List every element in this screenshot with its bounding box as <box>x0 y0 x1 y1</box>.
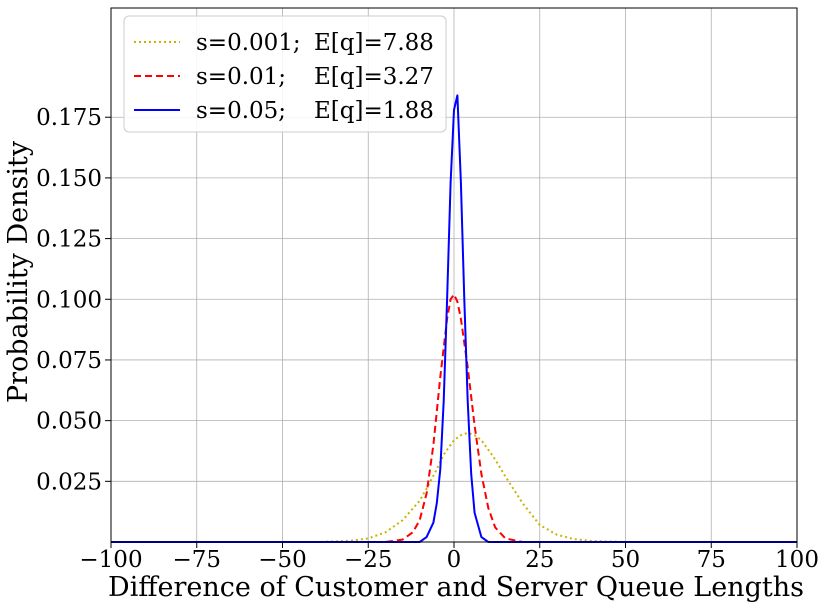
y-axis-label: Probability Density <box>3 140 34 403</box>
x-tick-label: −50 <box>258 547 307 573</box>
series-line-3 <box>111 94 797 543</box>
legend-value-3: E[q]=1.88 <box>314 98 434 124</box>
y-tick-label: 0.100 <box>36 287 102 313</box>
legend-box <box>123 15 447 133</box>
y-tick-label: 0.175 <box>36 105 102 131</box>
series-line-2 <box>111 293 797 543</box>
y-tick-label: 0.150 <box>36 166 102 192</box>
grid-lines <box>110 8 798 542</box>
x-tick-label: 25 <box>525 547 554 573</box>
x-tick-label: −25 <box>344 547 393 573</box>
x-axis-label: Difference of Customer and Server Queue … <box>108 572 804 603</box>
x-tick-label: −75 <box>172 547 221 573</box>
legend-value-1: E[q]=7.88 <box>314 30 434 56</box>
y-tick-label: 0.050 <box>36 409 102 435</box>
legend: s=0.001; E[q]=7.88 s=0.01; E[q]=3.27 s=0.05;… <box>123 15 447 133</box>
y-tick-label: 0.075 <box>36 348 102 374</box>
axis-ticks: −100 −75 −50 −25 0 25 50 75 100 0.025 0.050 0.075 0.… <box>36 105 819 573</box>
series-line-1 <box>111 431 797 543</box>
legend-label-2: s=0.01; <box>196 64 286 90</box>
x-tick-label: 0 <box>447 547 462 573</box>
legend-label-3: s=0.05; <box>196 98 286 124</box>
x-tick-label: −100 <box>79 547 142 573</box>
y-tick-label: 0.125 <box>36 227 102 253</box>
series-lines <box>111 94 797 543</box>
legend-value-2: E[q]=3.27 <box>314 64 434 90</box>
y-tick-label: 0.025 <box>36 469 102 495</box>
legend-label-1: s=0.001; <box>196 30 301 56</box>
x-tick-label: 100 <box>775 547 819 573</box>
x-tick-label: 75 <box>697 547 726 573</box>
x-tick-label: 50 <box>611 547 640 573</box>
